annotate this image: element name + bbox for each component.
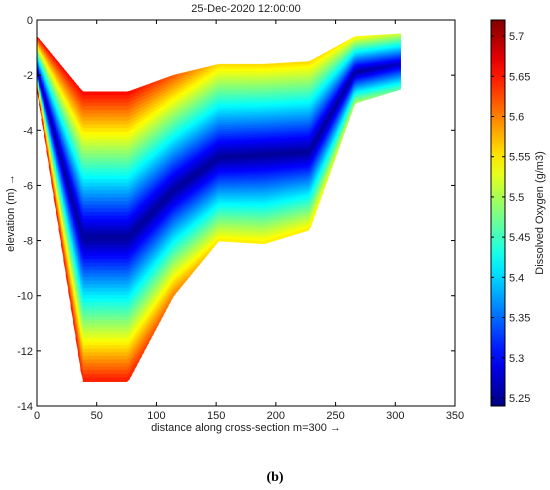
chart-title: 25-Dec-2020 12:00:00 xyxy=(191,3,300,15)
do-field xyxy=(37,33,401,383)
chart-figure: 25-Dec-2020 12:00:00 0 50 100 150 200 250 300 3… xyxy=(5,3,546,434)
